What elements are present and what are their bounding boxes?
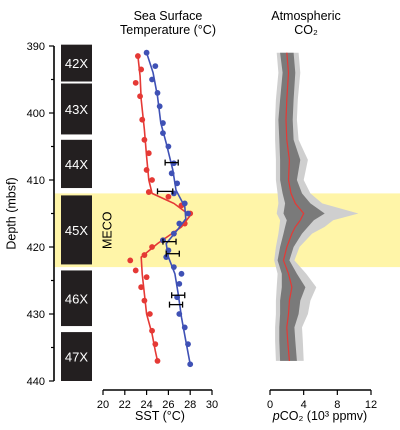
sst-series-1-point [163, 254, 170, 260]
co2-median-line [282, 52, 305, 361]
core-label: 47X [65, 350, 88, 365]
co2-axis-label-main: CO₂ (10³ ppmv) [280, 409, 368, 423]
sst-series-1-point [160, 120, 166, 126]
co2-tick-label: 4 [301, 399, 307, 411]
core-block [61, 44, 92, 82]
co2-tick-label: 12 [365, 399, 377, 411]
sst-panel: Sea Surface Temperature (°C) 20 22 24 26 28 3… [97, 9, 218, 423]
sst-series-1-point [185, 210, 191, 217]
sst-axis-label: SST (°C) [135, 409, 185, 423]
depth-axis: 390 400 410 420 430 440 [27, 41, 55, 388]
sst-series-0-point [141, 297, 148, 304]
depth-axis-label: Depth (mbsf) [4, 177, 18, 249]
sst-series-1-point [170, 160, 177, 167]
sst-tick-label: 30 [206, 399, 218, 411]
sst-series-1-point [181, 200, 188, 207]
core-block [61, 195, 92, 265]
sst-series-0-point [146, 311, 153, 317]
core-label: 43X [65, 102, 88, 117]
sst-series-0-point [138, 66, 145, 73]
co2-title-line-2: CO₂ [294, 23, 318, 37]
meco-band [54, 193, 400, 268]
sst-series-1-point [170, 264, 177, 270]
core-label: 44X [65, 157, 88, 172]
sst-tick-label: 24 [140, 399, 152, 411]
sst-series-1-point [165, 247, 172, 254]
sst-tick-label: 20 [97, 399, 109, 411]
sst-series-1-point [149, 76, 155, 83]
sst-series-1-point [143, 49, 150, 56]
depth-tick-label: 420 [27, 242, 45, 254]
sst-tick-label: 26 [162, 399, 174, 411]
sst-series-0-point [141, 136, 148, 143]
co2-title-line-1: Atmospheric [271, 9, 340, 23]
sst-series-0-point [141, 252, 148, 258]
sst-series-1-point [187, 361, 194, 368]
sst-series-1-point [176, 220, 183, 227]
sst-series-0-point [149, 244, 155, 250]
sst-tick-label: 28 [184, 399, 196, 411]
core-label: 42X [65, 56, 88, 71]
sst-series-0-point [152, 341, 159, 348]
sst-series-1-point [160, 130, 166, 137]
co2-x-axis: 0 4 8 12 [267, 389, 377, 411]
core-label: 45X [65, 223, 88, 238]
sst-x-axis: 20 22 24 26 28 30 [97, 389, 218, 411]
depth-tick-label: 410 [27, 175, 45, 187]
sst-series-0-point [139, 116, 146, 123]
sst-series-1-point [181, 324, 188, 331]
core-label: 46X [65, 291, 88, 306]
co2-panel: Atmospheric CO₂ 0 4 8 12 pCO₂ (10³ ppmv) [267, 9, 377, 423]
sst-series-0-point [149, 327, 155, 334]
sst-series-1-line [145, 52, 191, 365]
sst-series-0-point [127, 257, 134, 264]
depth-tick-label: 430 [27, 309, 45, 321]
sst-series-1-point [152, 63, 159, 69]
co2-inner-band [277, 52, 325, 361]
sst-series-1-point [154, 90, 161, 96]
sst-series-0-point [138, 284, 145, 291]
sst-series-0-point [132, 79, 139, 86]
co2-axis-label-prefix: p [272, 409, 280, 423]
meco-label: MECO [100, 211, 114, 249]
core-block [61, 83, 92, 135]
sst-series-0-point [145, 189, 152, 195]
sst-title-line-2: Temperature (°C) [120, 23, 216, 37]
co2-uncertainty-bands [274, 52, 359, 361]
sst-series-0-point [132, 267, 139, 274]
core-block [61, 139, 92, 189]
sst-series-1-point [174, 180, 181, 187]
sst-series-0-point [134, 53, 141, 59]
sst-tick-label: 22 [119, 399, 131, 411]
sst-title-line-1: Sea Surface [134, 9, 203, 23]
sst-series-0-point [165, 193, 172, 200]
sst-series-1-point [178, 270, 185, 277]
core-column: 42X 43X 44X 45X 46X 47X [61, 44, 92, 381]
sst-series-1-point [156, 103, 163, 110]
co2-tick-label: 8 [334, 399, 340, 411]
sst-series-1-point [176, 311, 183, 317]
sst-series-0-point [143, 167, 150, 173]
sst-series-0-point [154, 358, 161, 364]
sst-series-0-point [143, 274, 150, 281]
sst-series-0-point [145, 150, 152, 157]
depth-tick-label: 390 [27, 41, 45, 53]
sst-series-1-point [185, 341, 191, 348]
depth-tick-label: 400 [27, 108, 45, 120]
core-block [61, 332, 92, 381]
depth-tick-label: 440 [27, 376, 45, 388]
sst-series-1-point [165, 143, 172, 150]
sst-series-0-point [149, 177, 155, 183]
co2-axis-label: pCO₂ (10³ ppmv) [272, 409, 367, 423]
sst-series-1-point [176, 280, 183, 287]
sst-series-1-point [168, 170, 175, 177]
sst-series-1-point [170, 230, 177, 237]
co2-tick-label: 0 [267, 399, 273, 411]
core-block [61, 270, 92, 327]
sst-error-bars [156, 159, 186, 308]
sst-series-0-point [137, 93, 143, 100]
